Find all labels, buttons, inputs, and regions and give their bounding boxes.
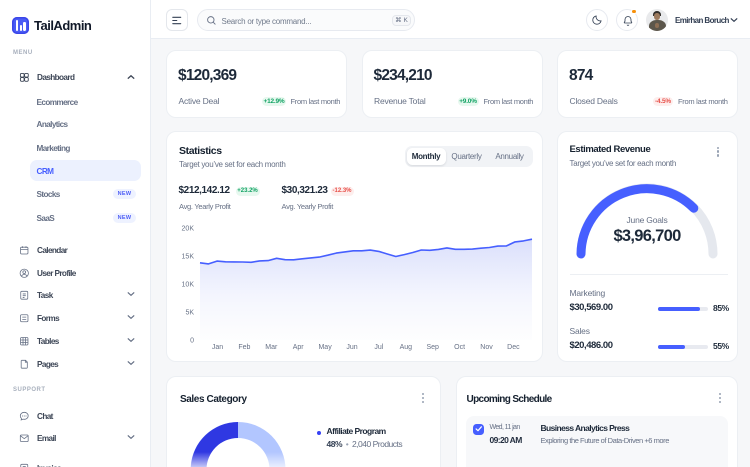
svg-text:Feb: Feb — [238, 344, 250, 351]
svg-text:Nov: Nov — [480, 344, 493, 351]
svg-text:20K: 20K — [182, 226, 195, 233]
svg-text:Jun: Jun — [346, 344, 357, 351]
svg-text:May: May — [318, 344, 332, 351]
svg-text:Dec: Dec — [507, 344, 520, 351]
svg-text:0: 0 — [190, 338, 194, 345]
svg-text:Oct: Oct — [454, 344, 465, 351]
svg-text:15K: 15K — [182, 254, 195, 261]
svg-text:Jul: Jul — [374, 344, 383, 351]
svg-text:10K: 10K — [182, 282, 195, 289]
svg-text:Sep: Sep — [426, 344, 439, 351]
svg-text:Apr: Apr — [293, 344, 305, 351]
svg-text:Jan: Jan — [212, 344, 223, 351]
svg-text:Aug: Aug — [400, 344, 413, 351]
svg-text:Mar: Mar — [265, 344, 278, 351]
svg-text:5K: 5K — [185, 310, 194, 317]
